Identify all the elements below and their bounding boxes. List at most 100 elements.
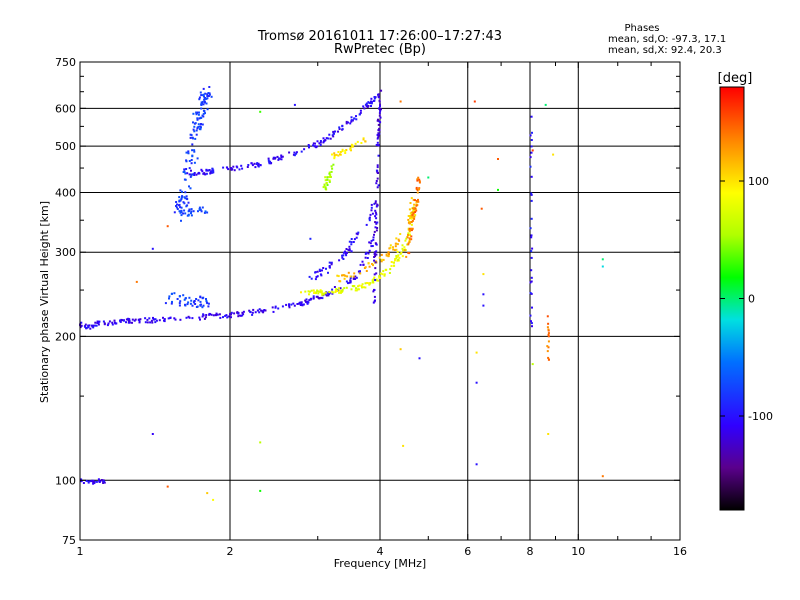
data-point — [205, 102, 208, 105]
data-point — [375, 260, 378, 263]
data-point — [323, 183, 326, 186]
data-point — [337, 154, 340, 157]
data-point — [87, 480, 90, 483]
data-point — [208, 93, 211, 96]
data-point — [87, 481, 90, 484]
data-point — [335, 288, 338, 291]
data-point — [377, 93, 380, 96]
data-point — [344, 250, 347, 253]
data-point — [475, 351, 478, 354]
data-point — [546, 326, 549, 329]
data-point — [530, 145, 533, 148]
data-point — [295, 152, 298, 155]
data-point — [328, 265, 331, 267]
data-point — [189, 136, 192, 139]
data-point — [203, 95, 205, 98]
data-point — [193, 173, 195, 176]
data-point — [205, 172, 208, 175]
data-point — [324, 186, 327, 189]
data-point — [393, 249, 396, 252]
data-point — [209, 172, 212, 174]
data-point — [206, 97, 209, 100]
data-point — [375, 229, 378, 232]
colorbar-title: [deg] — [718, 71, 753, 86]
data-point — [350, 241, 353, 244]
y-tick-label: 500 — [55, 140, 76, 153]
data-point — [361, 283, 364, 286]
data-point — [209, 170, 212, 173]
data-point — [530, 234, 533, 237]
data-point — [207, 95, 210, 97]
data-point — [374, 261, 377, 264]
data-point — [219, 316, 222, 319]
data-point — [106, 324, 109, 327]
y-tick-label: 300 — [55, 246, 76, 259]
data-point — [341, 288, 344, 291]
data-point — [341, 128, 344, 131]
data-point — [601, 258, 604, 261]
data-point — [103, 480, 105, 483]
data-point — [181, 190, 184, 193]
data-point — [333, 152, 336, 155]
data-point — [376, 186, 379, 189]
data-point — [212, 314, 215, 317]
data-point — [79, 326, 82, 329]
data-point — [355, 236, 358, 239]
data-point — [185, 160, 188, 163]
data-point — [328, 176, 331, 178]
data-point — [189, 302, 192, 305]
data-point — [395, 237, 398, 240]
data-point — [329, 176, 332, 178]
data-point — [427, 176, 430, 179]
data-point — [412, 198, 415, 201]
data-point — [348, 248, 351, 251]
data-point — [173, 211, 176, 214]
data-point — [267, 157, 270, 160]
data-point — [248, 309, 251, 312]
data-point — [312, 144, 314, 147]
data-point — [358, 113, 361, 116]
data-point — [205, 314, 208, 316]
data-point — [299, 301, 302, 304]
data-point — [385, 253, 388, 256]
data-point — [192, 137, 194, 140]
data-point — [337, 287, 340, 290]
data-point — [233, 169, 236, 172]
data-point — [417, 198, 419, 201]
data-point — [383, 274, 386, 277]
data-point — [395, 248, 398, 251]
data-point — [332, 130, 335, 133]
data-point — [376, 137, 379, 140]
data-point — [371, 263, 374, 265]
data-point — [531, 363, 534, 366]
data-point — [196, 118, 199, 121]
data-point — [313, 145, 316, 148]
data-point — [418, 181, 421, 184]
data-point — [122, 319, 125, 322]
data-point — [376, 171, 379, 174]
data-point — [407, 243, 410, 246]
data-point — [416, 178, 419, 181]
data-point — [187, 301, 190, 304]
data-point — [415, 209, 418, 212]
data-point — [205, 169, 208, 172]
data-point — [365, 105, 368, 108]
data-point — [371, 279, 374, 282]
data-point — [531, 325, 533, 328]
data-point — [309, 237, 312, 240]
data-point — [529, 281, 532, 284]
data-point — [409, 222, 411, 225]
data-point — [272, 157, 275, 160]
data-point — [370, 102, 373, 105]
data-point — [242, 313, 245, 316]
data-point — [163, 318, 166, 321]
data-point — [355, 115, 357, 118]
data-point — [194, 122, 197, 125]
data-point — [379, 103, 381, 106]
data-point — [190, 208, 193, 211]
data-point — [175, 206, 178, 209]
data-point — [416, 200, 418, 202]
data-point — [251, 164, 254, 167]
data-point — [376, 203, 379, 206]
